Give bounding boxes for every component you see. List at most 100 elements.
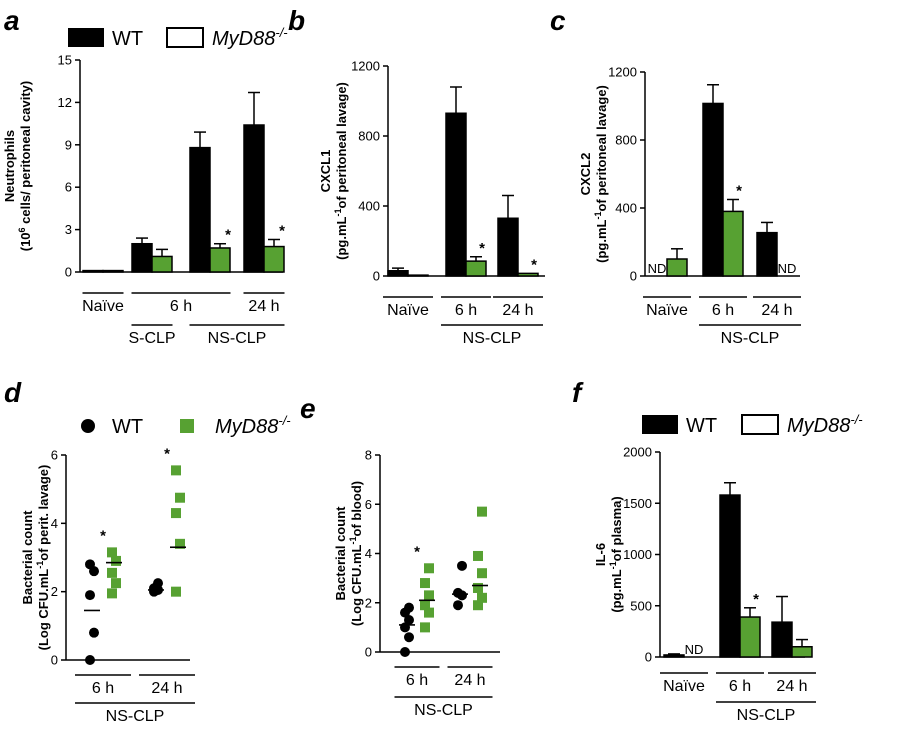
significance-star: * <box>225 227 231 244</box>
bar-ko <box>739 616 761 658</box>
y-tick-label: 4 <box>51 516 58 531</box>
y-axis-label: Bacterial count <box>20 510 35 605</box>
y-tick-label: 500 <box>630 598 652 613</box>
y-tick-label: 2000 <box>623 445 652 460</box>
chart-d: 0 2 4 6 Bacterial count(Log CFU.mL-1of perit… <box>20 445 195 725</box>
bar-wt <box>497 217 519 277</box>
significance-star: * <box>531 256 537 273</box>
chart-a: 0 3 6 9 12 15 Neutrophils(106 cells/ peritonea… <box>2 53 285 348</box>
significance-star: * <box>479 240 485 257</box>
y-axis-label: CXCL1 <box>318 150 333 193</box>
point-ko <box>107 547 117 558</box>
point-ko <box>111 555 121 566</box>
nd-label-ko: ND <box>778 261 797 276</box>
point-ko <box>107 588 117 599</box>
category-label: NS-CLP <box>208 330 267 347</box>
point-ko <box>473 600 483 611</box>
category-label: 24 h <box>151 680 182 697</box>
panel-label-d: d <box>4 377 22 408</box>
category-label: 24 h <box>454 672 485 689</box>
chart-c: 0 400 800 1200 CXCL2(pg.mL-1of peritoneal la… <box>578 65 801 347</box>
bar-ko <box>791 646 813 658</box>
significance-star: * <box>414 543 420 560</box>
y-tick-label: 400 <box>615 201 637 216</box>
category-label: Naïve <box>82 298 124 315</box>
point-ko <box>477 592 487 603</box>
category-label: 24 h <box>502 302 533 319</box>
bar-wt <box>445 112 467 277</box>
y-tick-label: 8 <box>365 448 372 463</box>
legend-ko-swatch <box>166 27 204 48</box>
bar-wt <box>702 102 724 277</box>
significance-star: * <box>279 222 285 239</box>
y-tick-label: 6 <box>51 448 58 463</box>
category-label: 24 h <box>776 678 807 695</box>
bar-ko <box>102 269 124 273</box>
category-label: NS-CLP <box>463 330 522 347</box>
panel-label-c: c <box>550 5 566 36</box>
point-wt <box>153 578 163 589</box>
legend-wt-label: WT <box>112 28 143 50</box>
bar-wt <box>82 269 104 273</box>
legend-d-wt-label: WT <box>112 416 143 438</box>
point-ko <box>473 582 483 593</box>
point-wt <box>400 647 410 657</box>
point-ko <box>175 538 185 549</box>
point-ko <box>171 465 181 476</box>
point-ko <box>473 550 483 561</box>
point-wt <box>404 602 414 613</box>
category-label: Naïve <box>646 302 688 319</box>
chart-f: 0 500 1000 1500 2000 IL-6(pg.mL-1of plasma) ND… <box>593 445 816 724</box>
y-tick-label: 400 <box>358 199 380 214</box>
significance-star: * <box>164 445 170 462</box>
panel-label-e: e <box>300 393 316 424</box>
y-axis-unit-label: (Log CFU.mL-1of perit. lavage) <box>35 465 51 651</box>
category-label: NS-CLP <box>106 708 165 725</box>
y-tick-label: 12 <box>58 95 72 110</box>
y-axis-label: Neutrophils <box>2 130 17 202</box>
y-tick-label: 6 <box>365 497 372 512</box>
category-label: 6 h <box>92 680 114 697</box>
charts-layer: 0 3 6 9 12 15 Neutrophils(106 cells/ peritonea… <box>2 53 816 725</box>
y-tick-label: 3 <box>65 222 72 237</box>
panel-label-a: a <box>4 5 20 36</box>
category-label: 6 h <box>170 298 192 315</box>
legend-d-ko-label: MyD88-/- <box>215 413 291 438</box>
point-ko <box>420 600 430 611</box>
bar-wt <box>387 270 409 277</box>
bar-wt <box>243 124 265 273</box>
point-wt <box>85 559 95 570</box>
category-label: 24 h <box>248 298 279 315</box>
point-wt <box>85 655 95 665</box>
y-tick-label: 1000 <box>623 547 652 562</box>
y-tick-label: 0 <box>65 265 72 280</box>
y-tick-label: 1200 <box>351 59 380 74</box>
bar-ko <box>517 272 539 277</box>
point-ko <box>477 568 487 579</box>
bar-wt <box>771 621 793 658</box>
y-tick-label: 15 <box>58 53 72 68</box>
legend-d-wt-marker <box>81 419 95 433</box>
point-wt <box>453 600 463 611</box>
bar-ko <box>666 258 688 277</box>
category-label: 6 h <box>455 302 477 319</box>
bar-ko <box>263 245 285 273</box>
legend-d: WT MyD88-/- <box>81 413 291 438</box>
point-ko <box>175 492 185 503</box>
y-tick-label: 1200 <box>608 65 637 80</box>
y-tick-label: 0 <box>645 650 652 665</box>
category-label: 24 h <box>761 302 792 319</box>
point-ko <box>424 590 434 601</box>
y-axis-unit-label: (106 cells/ peritoneal cavity) <box>17 81 33 252</box>
legend-f: WT MyD88-/- <box>642 412 863 437</box>
point-wt <box>404 632 414 643</box>
y-tick-label: 0 <box>630 269 637 284</box>
bar-wt <box>663 654 685 658</box>
bar-wt <box>756 231 778 277</box>
chart-b: 0 400 800 1200 CXCL1(pg.mL-1of peritoneal la… <box>318 59 545 347</box>
y-tick-label: 4 <box>365 546 372 561</box>
legend-f-wt-swatch <box>642 415 678 434</box>
panel-label-b: b <box>288 5 305 36</box>
legend-f-wt-label: WT <box>686 415 717 437</box>
